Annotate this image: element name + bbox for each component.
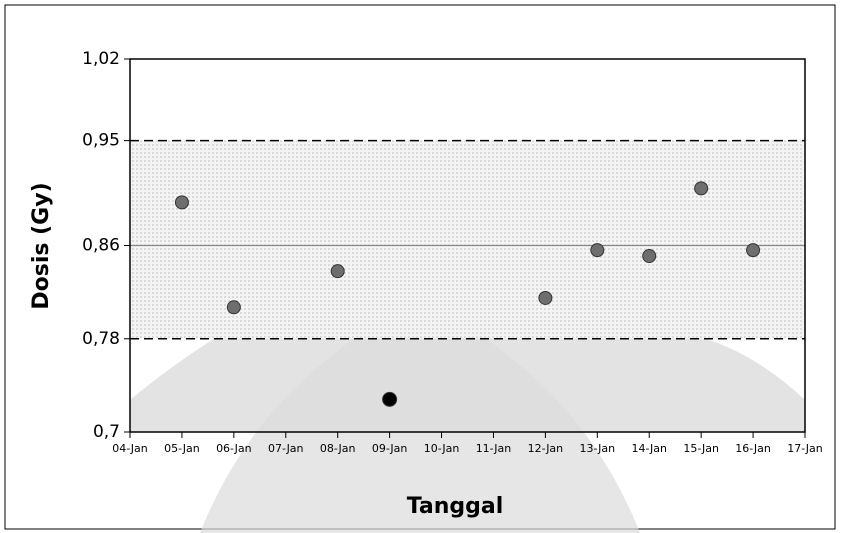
y-tick-label: 0,78 <box>82 329 120 349</box>
data-point <box>383 392 397 406</box>
x-tick-label: 06-Jan <box>216 442 252 455</box>
x-tick-label: 09-Jan <box>372 442 408 455</box>
y-tick-label: 0,86 <box>82 236 120 256</box>
data-point <box>175 196 188 209</box>
x-tick-label: 14-Jan <box>631 442 667 455</box>
x-tick-label: 12-Jan <box>528 442 564 455</box>
x-tick-label: 15-Jan <box>683 442 719 455</box>
data-point <box>591 244 604 257</box>
x-tick-label: 13-Jan <box>580 442 616 455</box>
x-axis-label: Tanggal <box>407 494 504 519</box>
x-tick-label: 07-Jan <box>268 442 304 455</box>
data-point <box>747 244 760 257</box>
y-tick-label: 1,02 <box>82 49 120 69</box>
chart: Dosis (Gy) Tanggal 0,7 0,78 0,86 0,95 1,02 04… <box>0 0 841 533</box>
y-axis-label: Dosis (Gy) <box>29 182 54 309</box>
data-point <box>227 301 240 314</box>
x-tick-label: 10-Jan <box>424 442 460 455</box>
x-tick-label: 16-Jan <box>735 442 771 455</box>
x-tick-label: 17-Jan <box>787 442 823 455</box>
y-tick-label: 0,7 <box>93 422 120 442</box>
x-tick-label: 04-Jan <box>112 442 148 455</box>
data-point <box>539 291 552 304</box>
x-tick-label: 11-Jan <box>476 442 512 455</box>
x-tick-label: 08-Jan <box>320 442 356 455</box>
y-tick-label: 0,95 <box>82 131 120 151</box>
data-point <box>695 182 708 195</box>
data-point <box>331 265 344 278</box>
x-tick-label: 05-Jan <box>164 442 200 455</box>
data-point <box>643 249 656 262</box>
